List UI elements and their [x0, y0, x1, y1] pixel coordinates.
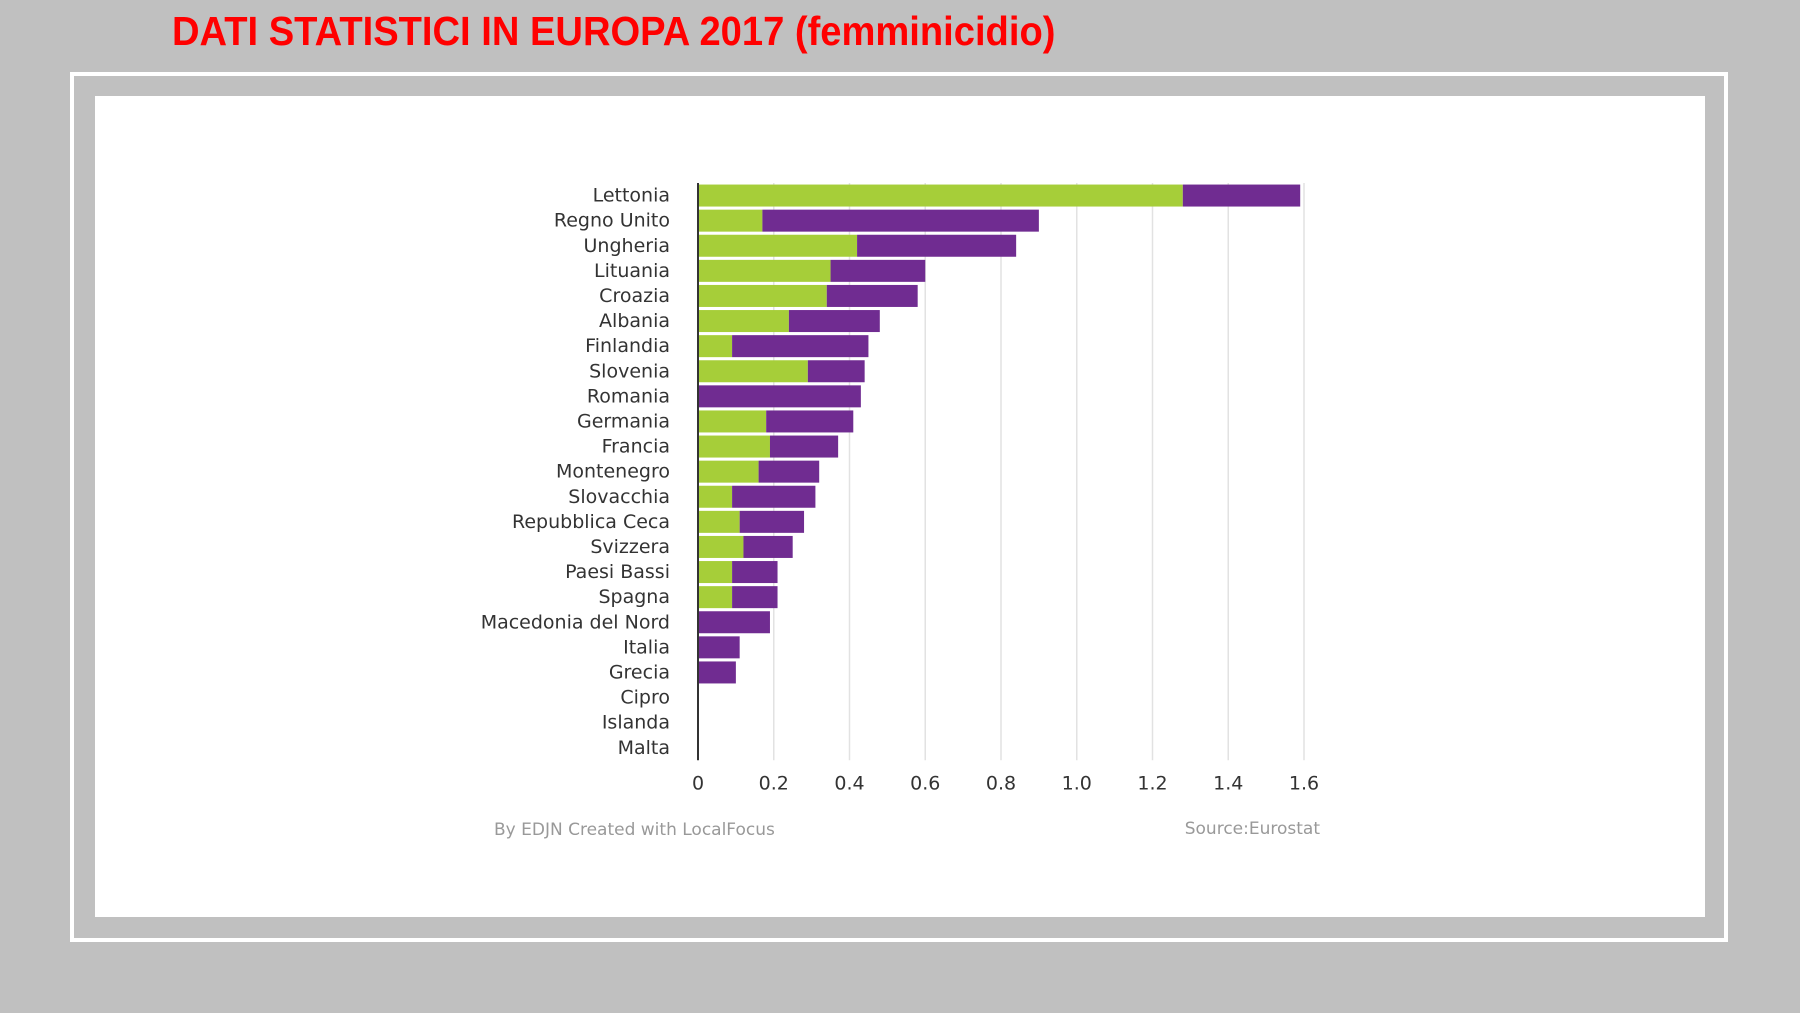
category-label: Francia: [602, 436, 670, 458]
chart-source: Source:Eurostat: [1185, 819, 1321, 839]
category-label: Finlandia: [585, 335, 670, 357]
category-label: Malta: [618, 737, 670, 759]
slide-title: DATI STATISTICI IN EUROPA 2017 (femminic…: [172, 8, 1056, 54]
bar-segment-green: [698, 234, 858, 257]
category-label: Grecia: [609, 661, 670, 683]
x-tick-label: 0.2: [759, 772, 789, 794]
category-label: Slovenia: [589, 360, 670, 382]
bar-segment-purple: [766, 410, 854, 433]
bar-segment-purple: [762, 209, 1039, 232]
x-tick-label: 1.0: [1062, 772, 1092, 794]
category-label: Albania: [599, 310, 670, 332]
category-label: Ungheria: [584, 235, 670, 257]
x-tick-label: 0.6: [910, 772, 940, 794]
bar-segment-green: [698, 435, 770, 458]
category-label: Lettonia: [593, 185, 670, 207]
bar-segment-green: [698, 510, 740, 533]
category-label: Croazia: [599, 285, 670, 307]
x-tick-label: 1.6: [1289, 772, 1319, 794]
category-label: Spagna: [598, 586, 670, 608]
category-label: Germania: [577, 410, 670, 432]
bar-segment-purple: [743, 535, 793, 558]
x-tick-label: 1.2: [1137, 772, 1167, 794]
x-tick-label: 0: [692, 772, 704, 794]
bar-segment-purple: [758, 460, 820, 483]
bar-segment-green: [698, 460, 759, 483]
bar-segment-green: [698, 561, 733, 584]
x-tick-label: 1.4: [1213, 772, 1243, 794]
bar-segment-purple: [698, 661, 736, 684]
category-label: Svizzera: [590, 536, 670, 558]
bar-segment-green: [698, 410, 767, 433]
bar-segment-purple: [857, 234, 1017, 257]
category-label: Lituania: [594, 260, 670, 282]
bar-segment-purple: [739, 510, 805, 533]
chart-credit: By EDJN Created with LocalFocus: [494, 820, 775, 840]
bar-segment-purple: [788, 310, 880, 333]
x-tick-label: 0.8: [986, 772, 1016, 794]
category-label: Islanda: [602, 712, 670, 734]
x-tick-label: 0.4: [834, 772, 864, 794]
bar-segment-purple: [732, 561, 778, 584]
category-label: Macedonia del Nord: [481, 611, 670, 633]
category-label: Slovacchia: [568, 486, 670, 508]
bar-segment-purple: [769, 435, 839, 458]
category-label: Repubblica Ceca: [512, 511, 670, 533]
bar-segment-green: [698, 310, 789, 333]
slide-frame: [70, 72, 1728, 942]
category-label: Romania: [587, 385, 670, 407]
bar-segment-purple: [698, 611, 770, 634]
category-label: Regno Unito: [554, 210, 670, 232]
bar-segment-green: [698, 335, 733, 358]
bar-segment-green: [698, 184, 1183, 207]
category-label: Montenegro: [556, 461, 670, 483]
category-label: Cipro: [620, 687, 670, 709]
bar-segment-green: [698, 586, 733, 609]
bar-segment-green: [698, 259, 831, 282]
bar-segment-green: [698, 209, 763, 232]
category-label: Paesi Bassi: [565, 561, 670, 583]
bar-segment-purple: [732, 485, 816, 508]
chart-panel: [95, 96, 1705, 917]
bar-segment-purple: [698, 385, 861, 408]
bar-segment-purple: [698, 636, 740, 659]
bar-segment-purple: [732, 586, 778, 609]
bar-segment-purple: [830, 259, 926, 282]
bar-segment-purple: [1182, 184, 1301, 207]
bar-segment-purple: [826, 284, 918, 307]
bar-segment-purple: [807, 360, 865, 383]
bar-segment-green: [698, 485, 733, 508]
bar-segment-green: [698, 284, 827, 307]
bar-segment-green: [698, 535, 744, 558]
bar-segment-purple: [732, 335, 869, 358]
bar-segment-green: [698, 360, 808, 383]
category-label: Italia: [623, 636, 670, 658]
